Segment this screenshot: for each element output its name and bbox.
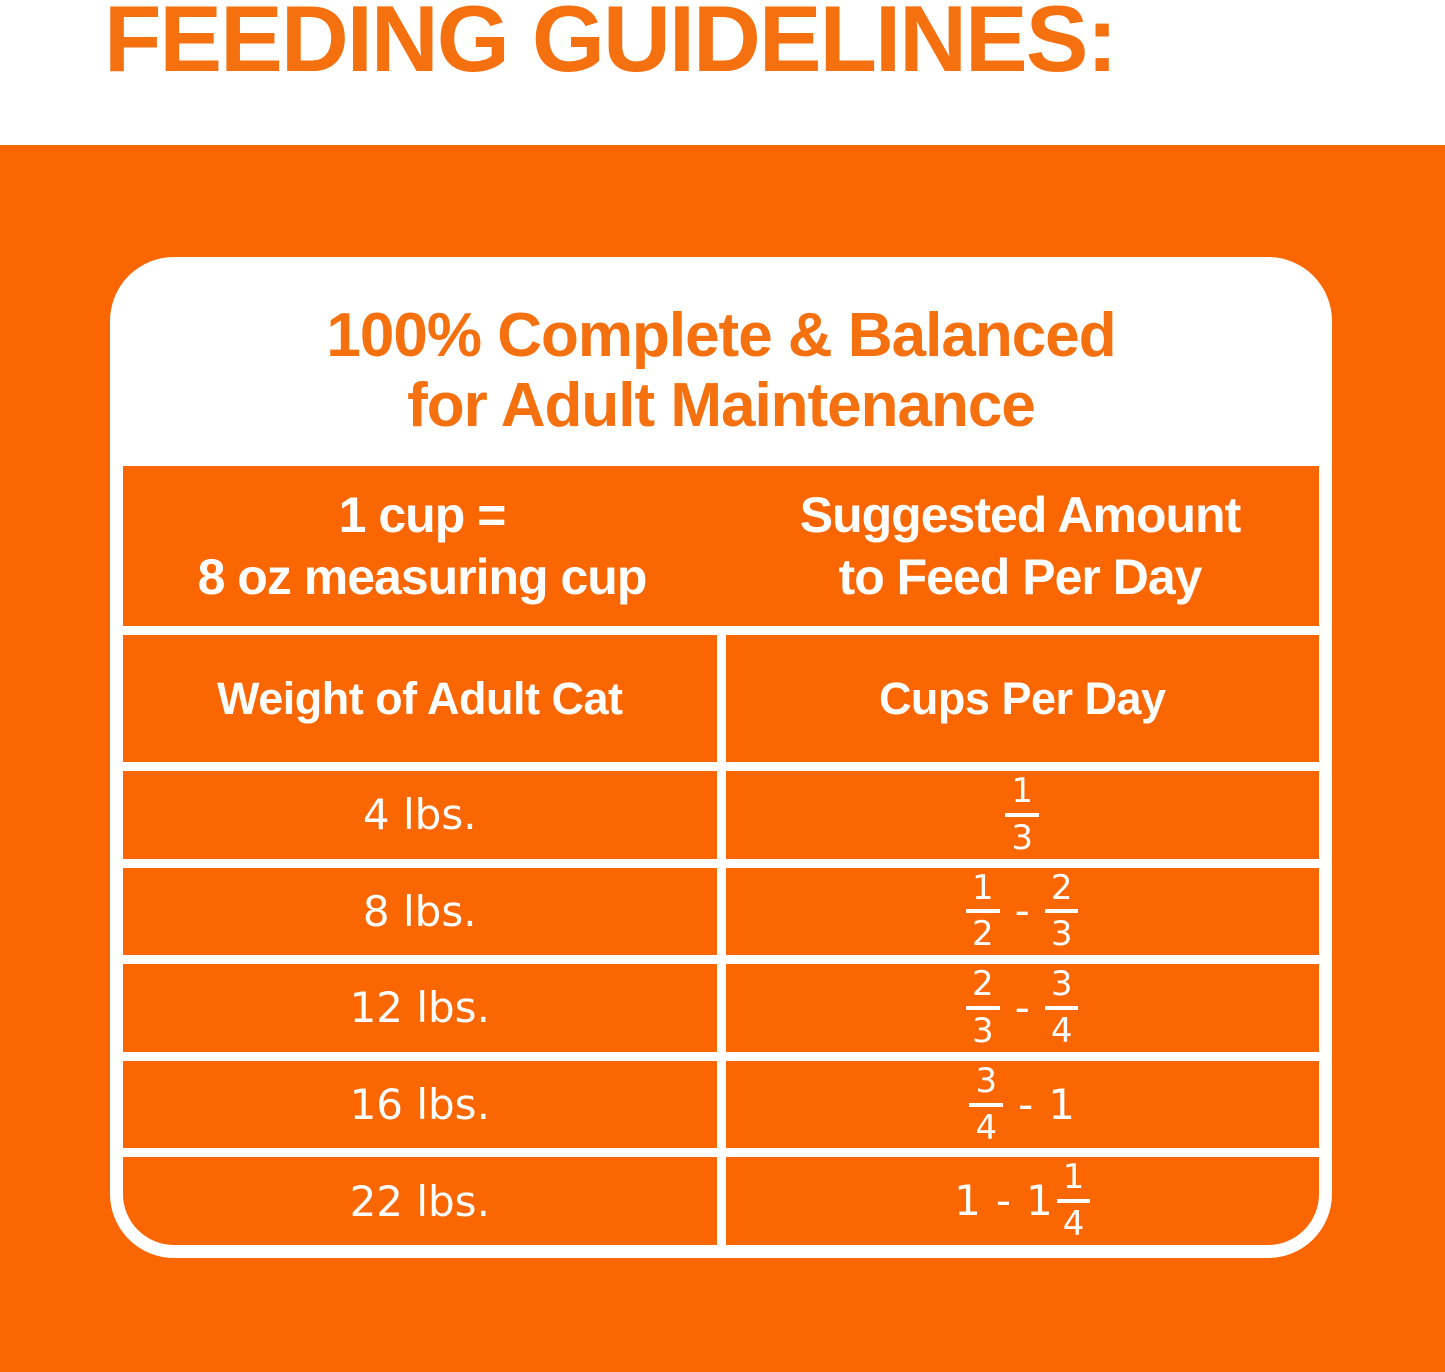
guidelines-card: 100% Complete & Balanced for Adult Maint…: [110, 257, 1332, 1258]
cup-definition-line1: 1 cup =: [338, 487, 507, 543]
fraction-denominator: 3: [1050, 914, 1073, 955]
cup-definition: 1 cup = 8 oz measuring cup: [123, 466, 721, 626]
fraction-numerator: 1: [966, 869, 1000, 914]
card-heading-line2: for Adult Maintenance: [407, 371, 1036, 440]
fraction-numerator: 3: [969, 1063, 1004, 1107]
cups-text: -: [1014, 982, 1030, 1032]
card-heading: 100% Complete & Balanced for Adult Maint…: [123, 270, 1319, 466]
fraction-numerator: 2: [1044, 869, 1079, 914]
fraction-denominator: 3: [1011, 817, 1034, 858]
feeding-table: 1 cup = 8 oz measuring cup Suggested Amo…: [123, 466, 1319, 1245]
weight-cell: 16 lbs.: [123, 1060, 717, 1149]
fraction-numerator: 2: [966, 966, 1000, 1010]
cups-text: 1: [954, 1176, 981, 1226]
orange-panel: 100% Complete & Balanced for Adult Maint…: [0, 145, 1445, 1372]
weight-cell: 4 lbs.: [123, 771, 717, 859]
weight-cell: 12 lbs.: [123, 964, 717, 1052]
fraction-denominator: 4: [1050, 1010, 1073, 1051]
weight-cell: 22 lbs.: [123, 1157, 717, 1245]
suggested-amount-header: Suggested Amount to Feed Per Day: [721, 466, 1319, 626]
cups-text: -: [995, 1176, 1011, 1226]
column-header-weight: Weight of Adult Cat: [123, 635, 717, 762]
weight-cell: 8 lbs.: [123, 867, 717, 956]
fraction-denominator: 4: [975, 1107, 998, 1148]
table-info-header-row: 1 cup = 8 oz measuring cup Suggested Amo…: [123, 466, 1319, 626]
fraction-denominator: 2: [972, 914, 994, 955]
page-title: FEEDING GUIDELINES:: [104, 0, 1118, 91]
title-strip: FEEDING GUIDELINES:: [0, 0, 1445, 145]
fraction-numerator: 1: [1056, 1159, 1091, 1204]
cups-text: -: [1018, 1079, 1034, 1129]
fraction-numerator: 1: [1005, 773, 1040, 817]
fraction-denominator: 4: [1062, 1204, 1085, 1245]
column-header-cups: Cups Per Day: [725, 635, 1319, 762]
card-heading-line1: 100% Complete & Balanced: [326, 301, 1116, 370]
cups-text: -: [1014, 886, 1030, 936]
cups-text: 1: [1026, 1176, 1053, 1226]
suggested-amount-line1: Suggested Amount: [799, 487, 1241, 543]
cup-definition-line2: 8 oz measuring cup: [197, 549, 648, 605]
suggested-amount-line2: to Feed Per Day: [838, 549, 1203, 605]
fraction-denominator: 3: [972, 1010, 994, 1051]
cups-text: 1: [1048, 1079, 1076, 1129]
fraction-numerator: 3: [1044, 966, 1079, 1010]
